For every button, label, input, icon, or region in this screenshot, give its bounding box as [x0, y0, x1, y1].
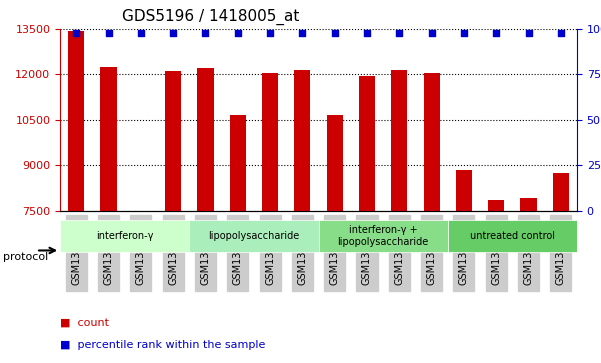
Point — [233, 30, 243, 36]
Bar — [488, 200, 504, 363]
Text: protocol: protocol — [3, 252, 48, 262]
Bar — [359, 76, 375, 363]
Bar — [553, 173, 569, 363]
Bar — [391, 70, 407, 363]
Bar — [68, 30, 84, 363]
Text: ■  count: ■ count — [60, 318, 109, 328]
Bar — [424, 73, 440, 363]
Point — [201, 30, 210, 36]
Bar — [294, 70, 311, 363]
Point — [136, 30, 145, 36]
Text: interferon-γ: interferon-γ — [96, 231, 153, 241]
FancyBboxPatch shape — [448, 220, 577, 252]
Bar — [133, 211, 149, 363]
Point — [72, 30, 81, 36]
Bar — [197, 68, 213, 363]
Bar — [456, 170, 472, 363]
Point — [330, 30, 340, 36]
Point — [265, 30, 275, 36]
Bar — [230, 115, 246, 363]
Point — [459, 30, 469, 36]
Text: untreated control: untreated control — [470, 231, 555, 241]
Point — [394, 30, 404, 36]
FancyBboxPatch shape — [189, 220, 319, 252]
Point — [492, 30, 501, 36]
Text: lipopolysaccharide: lipopolysaccharide — [209, 231, 299, 241]
Point — [104, 30, 114, 36]
Bar — [520, 199, 537, 363]
Bar — [165, 72, 182, 363]
Text: ■  percentile rank within the sample: ■ percentile rank within the sample — [60, 340, 266, 350]
Point — [168, 30, 178, 36]
Point — [427, 30, 436, 36]
Point — [362, 30, 372, 36]
FancyBboxPatch shape — [60, 220, 189, 252]
FancyBboxPatch shape — [319, 220, 448, 252]
Bar — [100, 67, 117, 363]
Point — [523, 30, 533, 36]
Point — [297, 30, 307, 36]
Bar — [326, 115, 343, 363]
Text: interferon-γ +
lipopolysaccharide: interferon-γ + lipopolysaccharide — [338, 225, 429, 247]
Point — [556, 30, 566, 36]
Text: GDS5196 / 1418005_at: GDS5196 / 1418005_at — [122, 9, 299, 25]
Bar — [262, 73, 278, 363]
